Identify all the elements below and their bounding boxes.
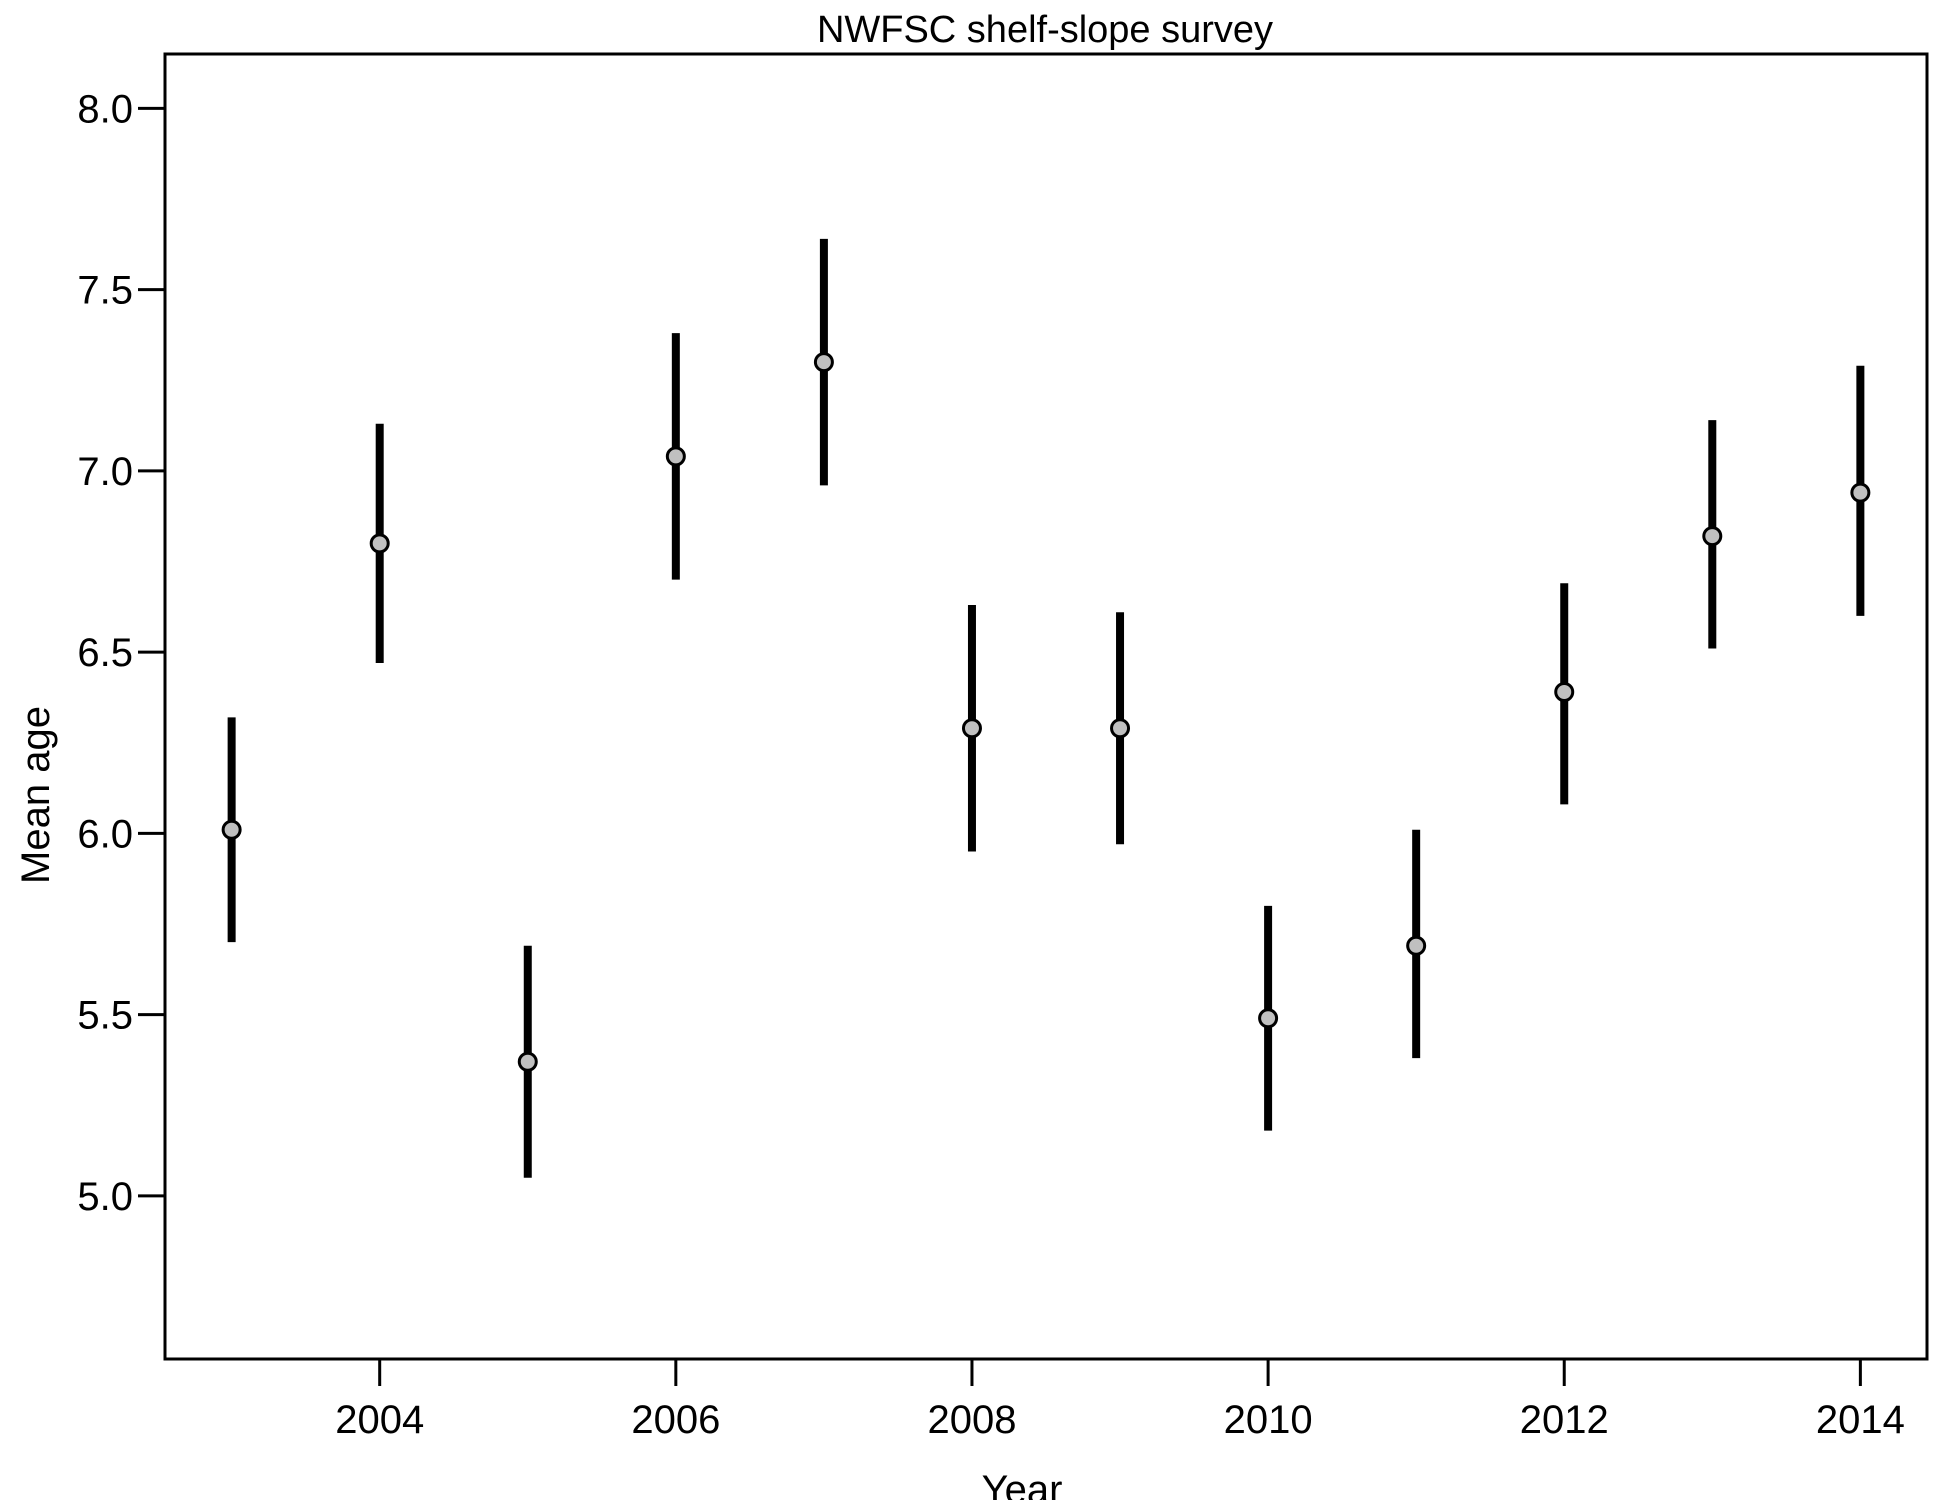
x-tick-label: 2006 (631, 1398, 720, 1442)
y-tick-label: 7.0 (77, 450, 133, 494)
x-tick-label: 2010 (1224, 1398, 1313, 1442)
chart-title: NWFSC shelf-slope survey (817, 9, 1273, 51)
x-axis-label: Year (982, 1468, 1063, 1500)
x-tick-label: 2008 (927, 1398, 1016, 1442)
data-point (1110, 718, 1131, 739)
data-point (665, 446, 686, 467)
data-points (221, 352, 1871, 1072)
x-tick-label: 2014 (1816, 1398, 1905, 1442)
x-axis: 2004 2006 2008 2010 2012 2014 (335, 1359, 1905, 1442)
y-axis-label: Mean age (14, 706, 58, 884)
y-tick-label: 8.0 (77, 87, 133, 131)
plot-frame (163, 52, 1929, 1361)
x-tick-label: 2012 (1520, 1398, 1609, 1442)
data-point (517, 1051, 538, 1072)
data-point (961, 718, 982, 739)
y-tick-label: 6.0 (77, 812, 133, 856)
error-bars (227, 238, 1865, 1178)
y-tick-label: 5.5 (77, 994, 133, 1038)
y-tick-label: 6.5 (77, 631, 133, 675)
x-tick-label: 2004 (335, 1398, 424, 1442)
data-point (1406, 935, 1427, 956)
data-point (813, 352, 834, 373)
data-point (1850, 482, 1871, 503)
data-point (1702, 526, 1723, 547)
data-point (1554, 682, 1575, 702)
data-point (221, 819, 242, 840)
y-tick-label: 5.0 (77, 1175, 133, 1219)
data-point (1258, 1008, 1279, 1029)
data-point (369, 533, 390, 554)
y-tick-label: 7.5 (77, 269, 133, 313)
y-axis: 5.0 5.5 6.0 6.5 7.0 7.5 8.0 (77, 87, 165, 1219)
